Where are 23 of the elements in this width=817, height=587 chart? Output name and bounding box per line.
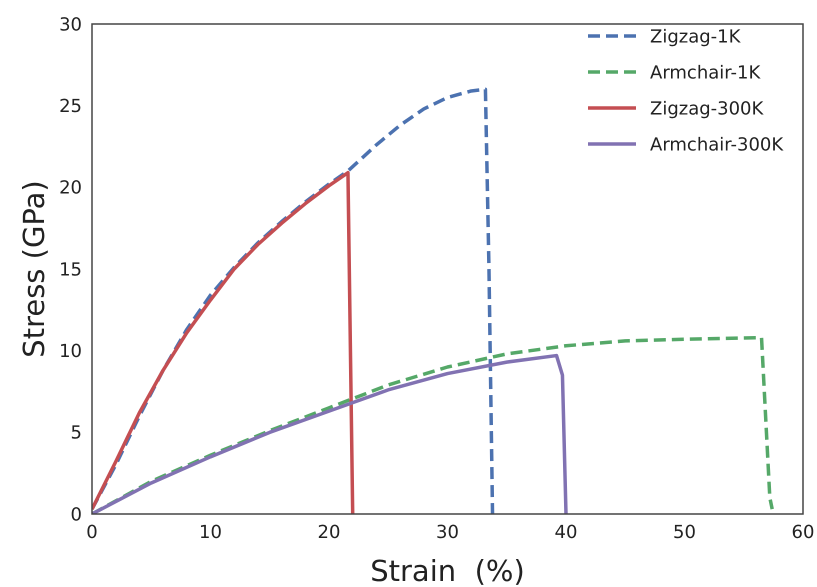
- y-axis-title: Stress (GPa): [17, 180, 51, 358]
- x-tick-label: 60: [792, 522, 814, 543]
- x-tick-label: 20: [318, 522, 340, 543]
- y-tick-label: 30: [59, 14, 82, 36]
- y-tick-label: 25: [59, 96, 82, 117]
- x-axis-title: Strain (%): [370, 554, 525, 587]
- legend-label: Zigzag-300K: [650, 98, 765, 120]
- legend-label: Armchair-300K: [650, 134, 784, 156]
- line-series: [92, 170, 354, 514]
- y-tick-label: 0: [70, 504, 82, 526]
- line-series: [92, 354, 568, 514]
- y-tick-label: 5: [70, 422, 82, 444]
- y-tick-label: 15: [59, 259, 82, 280]
- x-tick-label: 40: [554, 522, 578, 543]
- y-tick-label: 20: [59, 178, 82, 199]
- legend-label: Armchair-1K: [650, 62, 762, 84]
- x-tick-label: 0: [86, 522, 98, 543]
- y-tick-label: 10: [59, 340, 82, 362]
- x-tick-label: 30: [436, 522, 459, 543]
- x-tick-label: 10: [199, 522, 222, 543]
- line-series: [92, 88, 494, 514]
- x-tick-label: 50: [673, 522, 696, 543]
- legend-label: Zigzag-1K: [650, 26, 742, 48]
